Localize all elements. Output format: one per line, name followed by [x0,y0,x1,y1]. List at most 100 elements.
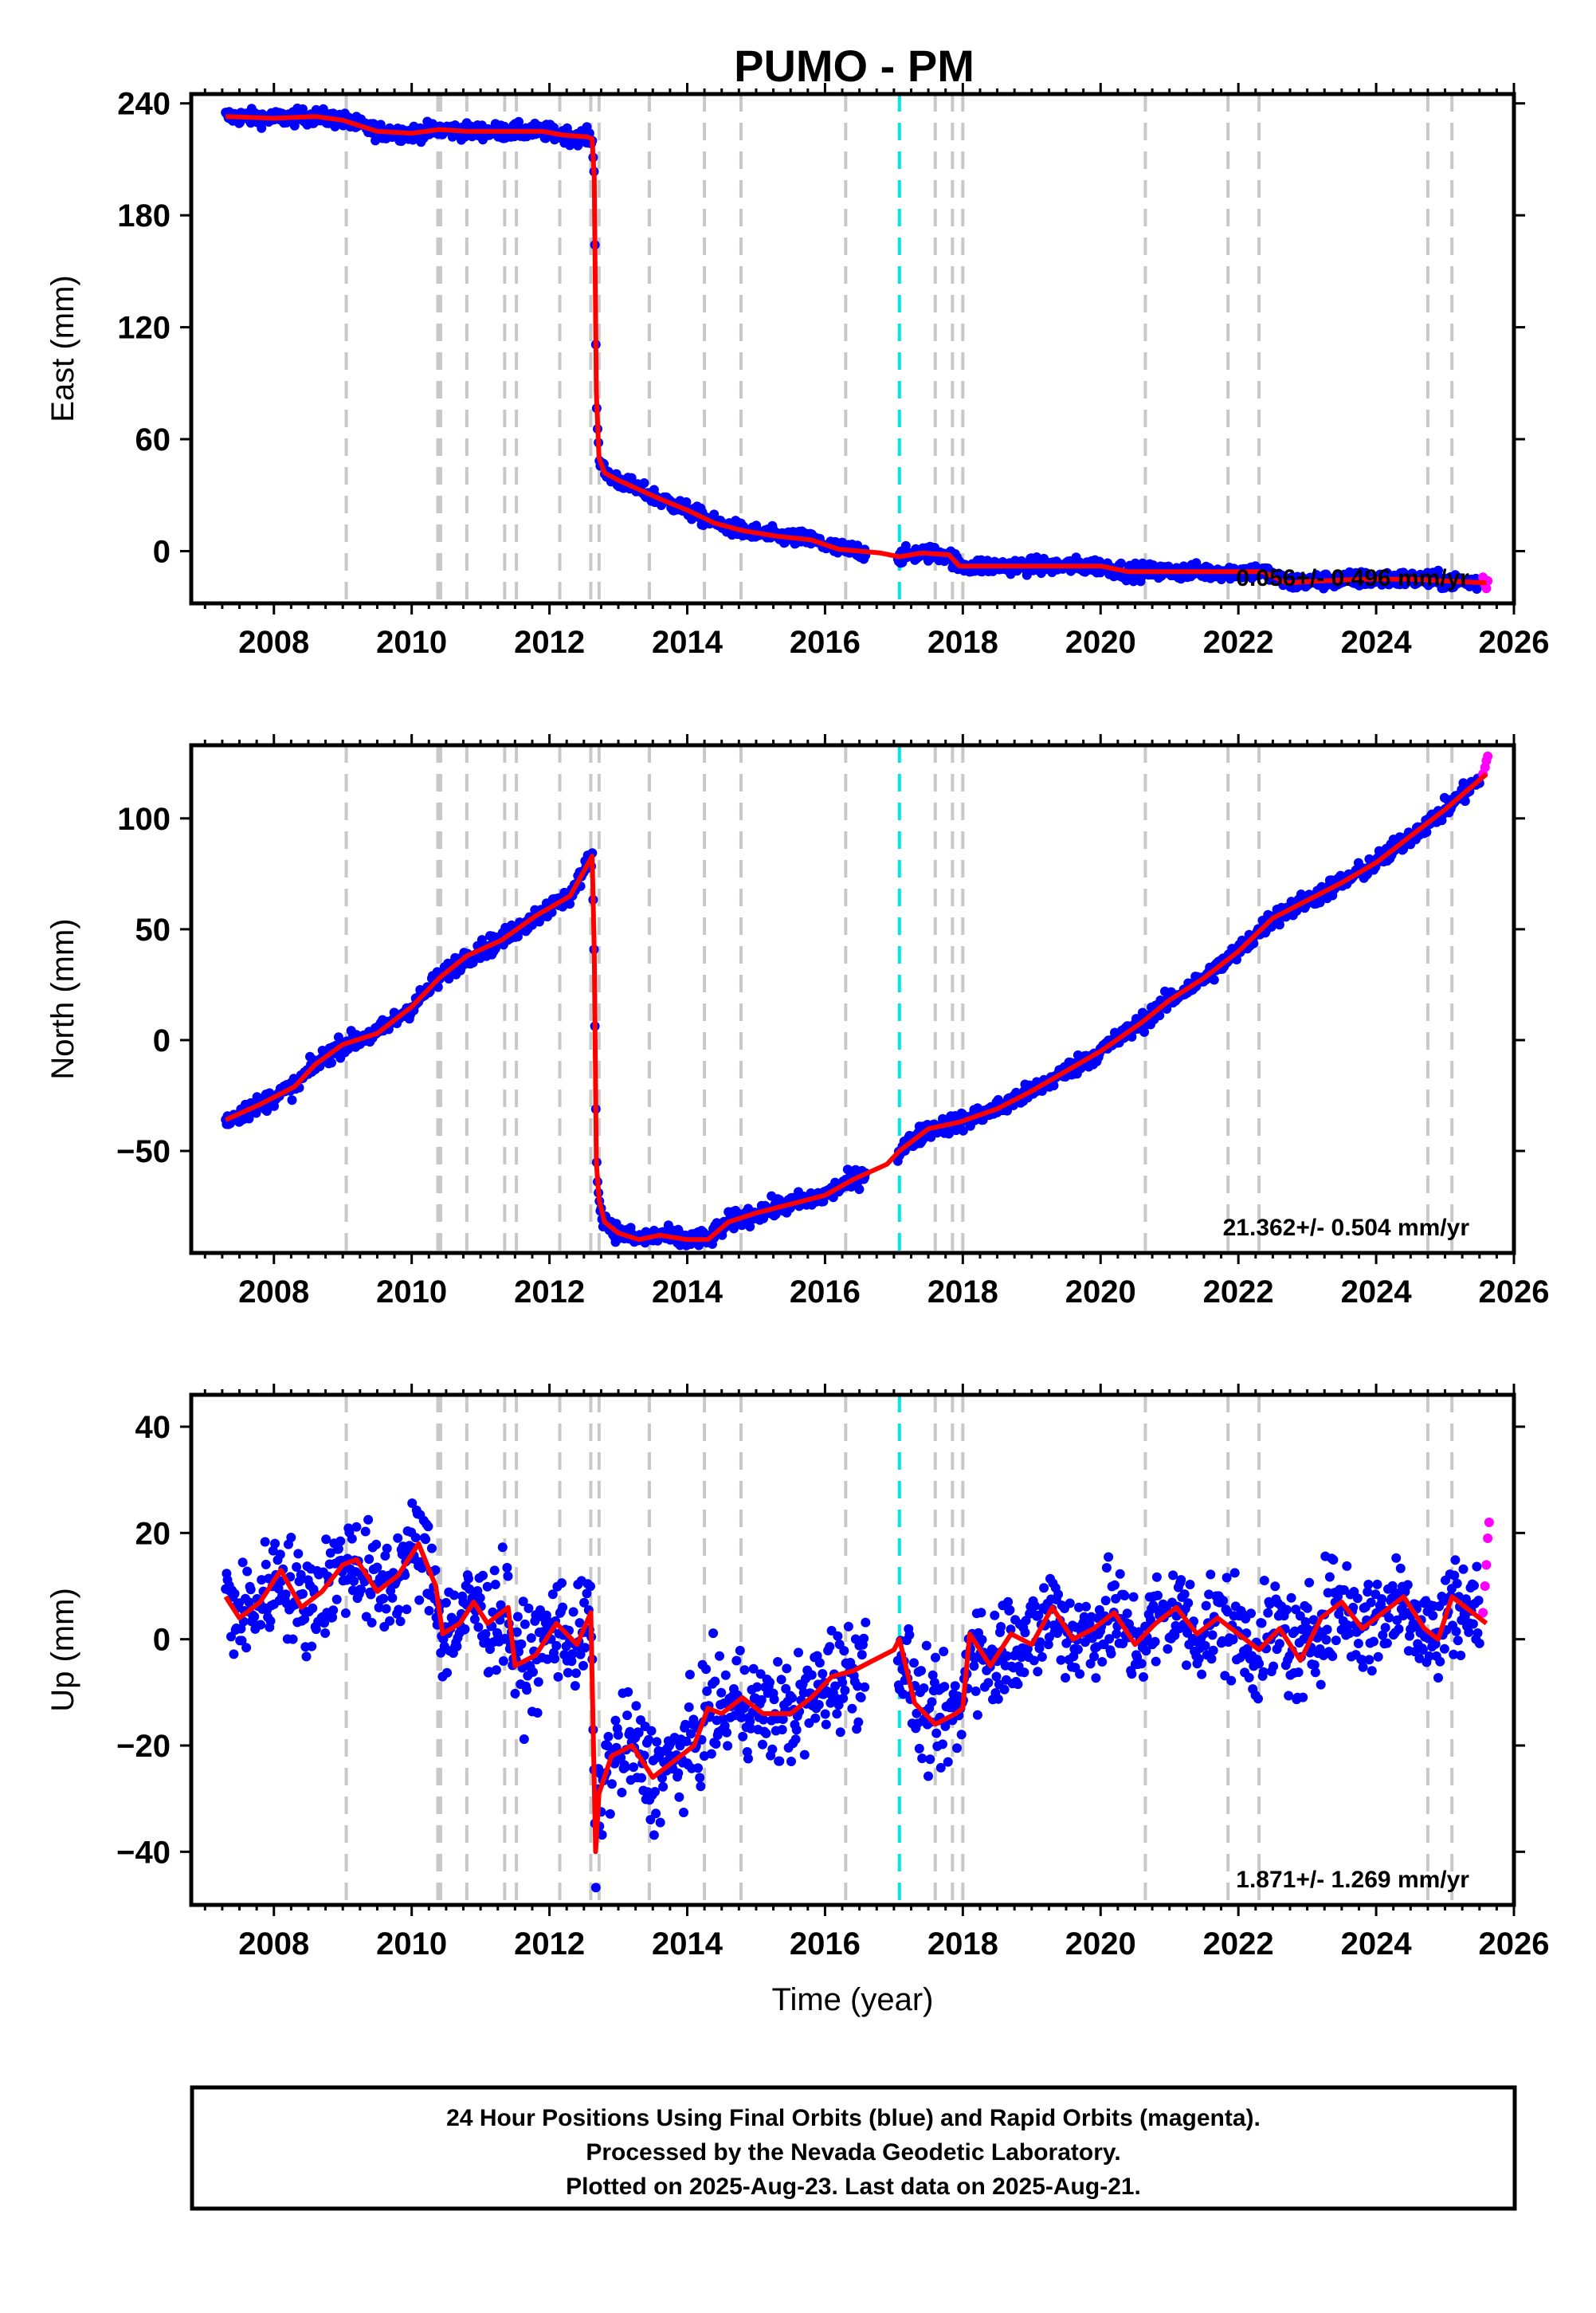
final-orbit-point [1358,1662,1368,1672]
final-orbit-point [1387,1581,1398,1591]
final-orbit-point [991,1671,1002,1682]
x-tick-label: 2012 [514,625,585,660]
x-tick-label: 2016 [790,1926,861,1962]
final-orbit-point [781,1683,791,1694]
final-orbit-point [927,1697,937,1707]
final-orbit-point [580,1643,590,1653]
final-orbit-point [558,1602,568,1612]
final-orbit-point [371,1539,382,1549]
final-orbit-point [745,1222,755,1231]
final-orbit-point [1218,1596,1229,1606]
final-orbit-point [1472,1628,1483,1638]
final-orbit-point [1085,1659,1096,1669]
final-orbit-point [1200,1640,1210,1651]
final-orbit-point [716,1687,727,1698]
rapid-orbit-point [1481,1560,1492,1570]
final-orbit-point [814,1699,824,1710]
final-orbit-point [1226,1675,1237,1686]
final-orbit-point [1464,1627,1474,1637]
x-tick-label: 2010 [376,625,447,660]
final-orbit-point [943,1757,953,1767]
final-orbit-point [441,1597,451,1608]
final-orbit-point [1304,1577,1315,1588]
y-tick-label: 120 [117,311,171,346]
final-orbit-point [480,1629,491,1639]
final-orbit-point [832,1709,842,1719]
final-orbit-point [1468,1619,1478,1629]
final-orbit-point [1033,1667,1043,1677]
final-orbit-point [943,1129,954,1139]
final-orbit-point [380,1551,390,1561]
final-orbit-point [512,1627,522,1637]
final-orbit-point [256,1620,266,1630]
final-orbit-point [287,1095,297,1105]
final-orbit-point [996,1622,1006,1632]
x-tick-label: 2020 [1065,625,1136,660]
final-orbit-point [776,1675,786,1685]
final-orbit-point [1460,796,1470,807]
final-orbit-point [681,1736,692,1746]
y-tick-label: 0 [153,1623,171,1658]
final-orbit-point [1120,1591,1130,1600]
final-orbit-point [639,478,649,488]
final-orbit-point [629,1762,638,1773]
final-orbit-point [270,1538,280,1549]
rapid-orbit-point [1483,751,1493,761]
final-orbit-point [1472,1561,1482,1572]
final-orbit-point [366,1589,376,1600]
final-orbit-point [840,1685,850,1695]
final-orbit-point [925,1754,935,1765]
final-orbit-point [1127,1669,1137,1679]
final-orbit-point [1322,1624,1332,1635]
final-orbit-point [818,1669,828,1679]
final-orbit-point [693,1763,703,1773]
east-panel: 2008 2010 2012 2014 2016 2018 2020 2022 2024 2026… [45,83,1549,660]
x-tick-label: 2008 [238,1274,309,1310]
y-tick-label: 0 [153,534,171,569]
final-orbit-point [1005,1605,1015,1615]
final-orbit-point [321,1534,331,1545]
final-orbit-point [293,1549,304,1559]
final-orbit-point [838,1693,849,1703]
final-orbit-point [680,1719,691,1730]
final-orbit-point [1274,1639,1284,1649]
final-orbit-point [328,1605,339,1616]
final-orbit-point [646,1726,657,1736]
final-orbit-point [327,1612,338,1623]
final-orbit-point [993,1694,1003,1704]
final-orbit-point [568,1607,578,1617]
final-orbit-point [950,1681,960,1691]
final-orbit-point [1469,1581,1479,1591]
x-tick-label: 2016 [790,625,861,660]
final-orbit-point [1207,1630,1218,1640]
final-orbit-point [1450,1555,1461,1565]
final-orbit-point [1033,1610,1044,1620]
final-orbit-point [702,1686,712,1696]
final-orbit-point [229,1588,240,1599]
final-orbit-point [1377,1594,1387,1604]
final-orbit-point [489,1565,500,1576]
x-tick-label: 2024 [1341,1274,1413,1310]
final-orbit-point [909,1658,919,1668]
final-orbit-point [1139,1672,1148,1682]
final-orbit-point [777,1725,787,1735]
x-tick-label: 2008 [238,1926,309,1962]
final-orbit-point [820,1709,830,1719]
final-orbit-point [810,1713,821,1723]
final-orbit-point [1065,1598,1075,1608]
final-orbit-point [465,1584,475,1594]
final-orbit-point [1006,1624,1016,1635]
up-panel: 2008 2010 2012 2014 2016 2018 2020 2022 2024 2026… [45,1384,1549,2017]
final-orbit-point [631,1701,641,1711]
final-orbit-point [510,1688,520,1698]
final-orbit-point [1151,1656,1161,1667]
x-tick-label: 2022 [1203,1274,1274,1310]
final-orbit-point [637,1773,647,1783]
final-orbit-point [1331,1636,1341,1646]
final-orbit-point [1372,1579,1382,1589]
final-orbit-point [237,1636,247,1646]
final-orbit-point [1056,1655,1066,1665]
final-orbit-point [616,1753,626,1763]
x-axis-label: Time (year) [772,1982,934,2017]
y-tick-label: 40 [135,1410,171,1445]
